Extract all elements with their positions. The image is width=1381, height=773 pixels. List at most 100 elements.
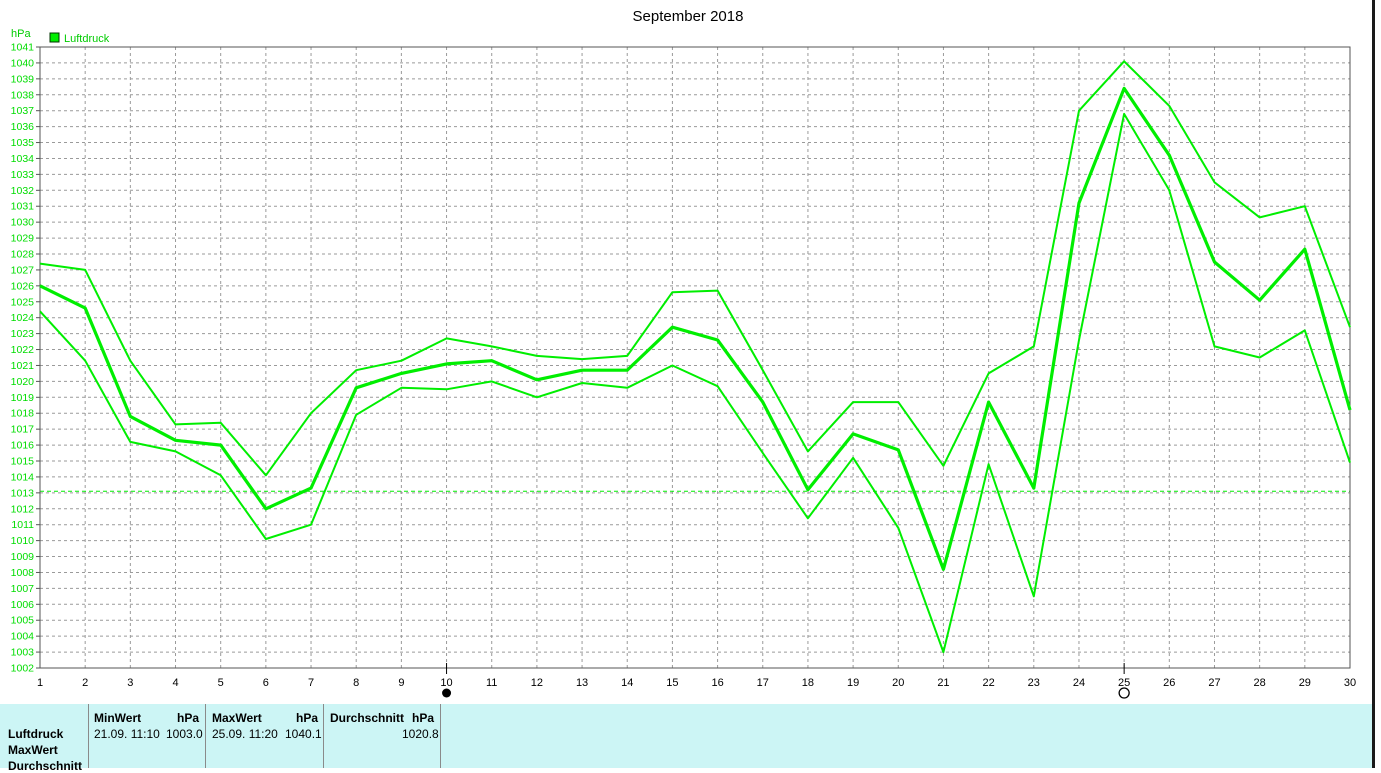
- y-tick-label: 1030: [11, 217, 35, 229]
- x-tick-label: 6: [263, 677, 269, 689]
- series-line-mean: [39, 86, 1352, 571]
- y-tick-label: 1016: [11, 440, 35, 452]
- y-tick-label: 1040: [11, 57, 35, 69]
- x-tick-label: 19: [847, 677, 859, 689]
- y-tick-label: 1037: [11, 105, 35, 117]
- y-tick-label: 1031: [11, 201, 35, 213]
- y-tick-label: 1026: [11, 280, 35, 292]
- y-tick-label: 1013: [11, 487, 35, 499]
- y-tick-label: 1019: [11, 392, 35, 404]
- y-tick-label: 1005: [11, 615, 35, 627]
- column-divider: [205, 704, 206, 768]
- plot-frame: [39, 46, 1351, 669]
- x-tick-label: 7: [308, 677, 314, 689]
- column-divider: [88, 704, 89, 768]
- max-value: 1040.1: [285, 727, 322, 741]
- x-tick-label: 24: [1073, 677, 1085, 689]
- y-tick-label: 1036: [11, 121, 35, 133]
- row-label-luftdruck: Luftdruck: [8, 727, 64, 741]
- avg-unit: hPa: [412, 711, 435, 725]
- x-tick-label: 4: [172, 677, 178, 689]
- x-tick-label: 30: [1344, 677, 1356, 689]
- chart-title: September 2018: [633, 8, 744, 25]
- y-axis: 1002 1003 1004 1005 1006 1007 1008 1009 1010 1011…: [11, 42, 40, 675]
- min-header: MinWert: [94, 711, 142, 725]
- x-tick-label: 26: [1163, 677, 1175, 689]
- x-tick-label: 16: [711, 677, 723, 689]
- y-axis-unit: hPa: [11, 28, 31, 40]
- x-tick-label: 8: [353, 677, 359, 689]
- x-tick-label: 9: [398, 677, 404, 689]
- legend-label: Luftdruck: [64, 33, 110, 45]
- y-tick-label: 1028: [11, 249, 35, 261]
- new-moon-marker: [442, 688, 452, 698]
- x-tick-label: 23: [1028, 677, 1040, 689]
- y-tick-label: 1011: [11, 519, 34, 531]
- x-tick-label: 29: [1299, 677, 1311, 689]
- y-tick-label: 1010: [11, 535, 35, 547]
- x-tick-label: 18: [802, 677, 814, 689]
- max-unit: hPa: [296, 711, 319, 725]
- x-tick-label: 12: [531, 677, 543, 689]
- y-tick-label: 1038: [11, 89, 35, 101]
- y-tick-label: 1034: [11, 153, 35, 165]
- y-tick-label: 1020: [11, 376, 35, 388]
- full-moon-marker: [1118, 687, 1130, 699]
- x-tick-label: 28: [1254, 677, 1266, 689]
- pressure-chart: September 2018 hPa Luftdruck 1002 1003 100…: [11, 8, 1356, 699]
- x-tick-label: 1: [37, 677, 43, 689]
- x-axis: 1 2 3 4 5 6 7 8 9 10 11 12 13 14 15 16 17 18 19 20 21 22 23 24 2…: [37, 677, 1356, 689]
- marker-layer: [442, 663, 1130, 699]
- min-value: 1003.0: [166, 727, 203, 741]
- y-tick-label: 1025: [11, 296, 35, 308]
- y-tick-label: 1014: [11, 471, 35, 483]
- x-tick-label: 13: [576, 677, 588, 689]
- series-layer: [39, 60, 1352, 654]
- y-tick-label: 1029: [11, 233, 35, 245]
- x-tick-label: 11: [486, 677, 497, 689]
- y-tick-label: 1006: [11, 599, 35, 611]
- y-tick-label: 1032: [11, 185, 35, 197]
- window-edge-bar: [1372, 0, 1375, 768]
- column-divider: [323, 704, 324, 768]
- x-tick-label: 2: [82, 677, 88, 689]
- max-header: MaxWert: [212, 711, 262, 725]
- x-tick-label: 27: [1208, 677, 1220, 689]
- y-tick-label: 1024: [11, 312, 35, 324]
- row-label-durchschnitt: Durchschnitt: [8, 759, 83, 773]
- y-tick-label: 1003: [11, 647, 35, 659]
- series-line-min: [39, 112, 1351, 654]
- y-tick-label: 1022: [11, 344, 35, 356]
- x-tick-label: 3: [127, 677, 133, 689]
- y-tick-label: 1002: [11, 663, 35, 675]
- min-unit: hPa: [177, 711, 200, 725]
- summary-table: Luftdruck MaxWert Durchschnitt MinWert h…: [0, 704, 1381, 773]
- y-tick-label: 1009: [11, 551, 35, 563]
- y-tick-label: 1021: [11, 360, 35, 372]
- x-tick-label: 10: [440, 677, 452, 689]
- y-tick-label: 1004: [11, 631, 35, 643]
- avg-value: 1020.8: [402, 727, 439, 741]
- y-tick-label: 1008: [11, 567, 35, 579]
- y-tick-label: 1023: [11, 328, 35, 340]
- row-label-maxwert: MaxWert: [8, 743, 58, 757]
- legend-swatch: [49, 32, 60, 43]
- x-tick-label: 15: [666, 677, 678, 689]
- min-time: 21.09. 11:10: [94, 727, 160, 741]
- series-line-max: [39, 60, 1351, 477]
- x-tick-label: 25: [1118, 677, 1130, 689]
- y-tick-label: 1041: [11, 42, 35, 54]
- x-tick-label: 22: [982, 677, 994, 689]
- grid: [40, 47, 1350, 668]
- avg-header: Durchschnitt: [330, 711, 405, 725]
- x-tick-label: 14: [621, 677, 633, 689]
- y-tick-label: 1015: [11, 456, 35, 468]
- y-tick-label: 1033: [11, 169, 35, 181]
- window-edge: [1372, 0, 1381, 768]
- y-tick-label: 1017: [11, 424, 35, 436]
- y-tick-label: 1039: [11, 73, 35, 85]
- x-tick-label: 20: [892, 677, 904, 689]
- y-tick-label: 1018: [11, 408, 35, 420]
- y-tick-label: 1012: [11, 503, 35, 515]
- x-tick-label: 17: [757, 677, 769, 689]
